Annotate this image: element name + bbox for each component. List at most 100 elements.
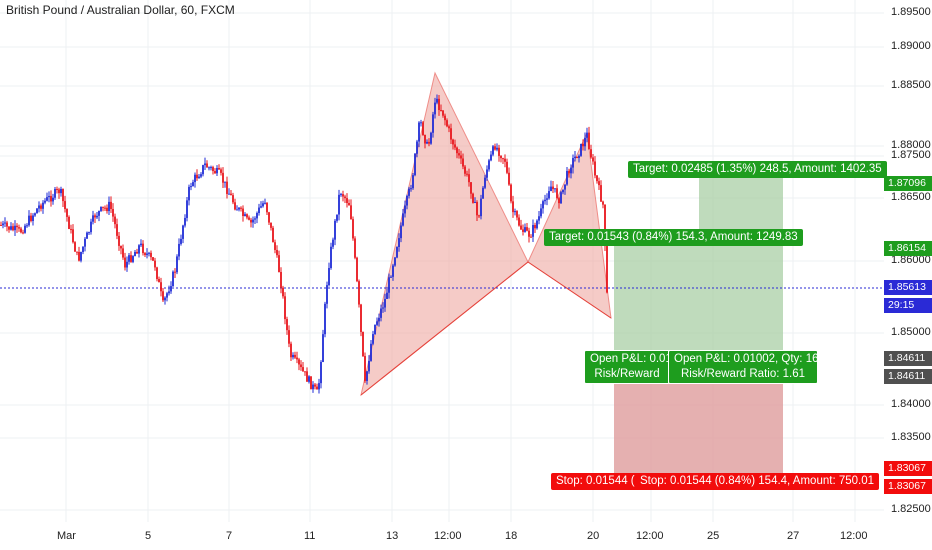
candle-body	[422, 122, 424, 135]
candle-body	[114, 216, 116, 225]
candle-body	[544, 199, 546, 202]
candle-body	[268, 212, 270, 223]
candle-body	[148, 252, 150, 254]
candle-body	[252, 219, 254, 223]
pnl-box-a[interactable]: Open P&L: 0.0100 Risk/Reward	[584, 350, 670, 384]
candle-body	[520, 225, 522, 230]
candle-body	[340, 194, 342, 196]
candle-body	[20, 228, 22, 233]
candle-body	[590, 149, 592, 158]
candle-body	[242, 208, 244, 216]
time-axis-label: 20	[587, 530, 600, 542]
candle-body	[134, 251, 136, 257]
candle-body	[128, 255, 130, 262]
candle-body	[594, 161, 596, 176]
candle-body	[318, 383, 320, 390]
time-axis-label: Mar	[57, 530, 76, 542]
candle-body	[22, 232, 24, 234]
target1-price-tag: 1.86154	[884, 241, 932, 256]
price-axis[interactable]	[884, 0, 932, 522]
candle-body	[184, 217, 186, 226]
stop-label-a[interactable]: Stop: 0.01544 (0.	[551, 473, 639, 490]
candle-body	[160, 282, 162, 292]
candle-body	[212, 167, 214, 172]
candle-body	[300, 364, 302, 368]
candle-body	[54, 188, 56, 198]
candle-body	[406, 195, 408, 206]
candle-body	[16, 225, 18, 228]
pnl-box-b[interactable]: Open P&L: 0.01002, Qty: 16191 Risk/Rewar…	[668, 350, 818, 384]
candle-body	[82, 246, 84, 252]
pnl-b-line2: Risk/Reward Ratio: 1.61	[681, 368, 805, 380]
candle-body	[476, 202, 478, 216]
pnl-a-line1: Open P&L: 0.0100	[590, 353, 669, 365]
candle-body	[458, 153, 460, 156]
candle-body	[262, 203, 264, 207]
candle-body	[424, 134, 426, 144]
candle-body	[416, 141, 418, 154]
candle-body	[558, 198, 560, 204]
candle-body	[0, 225, 2, 226]
candle-body	[446, 120, 448, 127]
stop-label-b[interactable]: Stop: 0.01544 (0.84%) 154.4, Amount: 750…	[635, 473, 880, 490]
candle-body	[272, 227, 274, 243]
candle-body	[602, 201, 604, 205]
stop-price-tag-b: 1.83067	[884, 479, 932, 494]
candle-body	[208, 167, 210, 169]
time-axis[interactable]	[0, 522, 884, 550]
candle-body	[98, 210, 100, 216]
candle-body	[430, 132, 432, 144]
candle-body	[216, 168, 218, 174]
candle-body	[390, 276, 392, 278]
candle-body	[568, 170, 570, 174]
candle-body	[478, 215, 480, 217]
candle-body	[490, 154, 492, 161]
candle-body	[316, 386, 318, 390]
candle-body	[546, 198, 548, 200]
target-label-short[interactable]: Target: 0.01543 (0.84%) 154.3, Amount: 1…	[544, 229, 803, 246]
entry-price-tag-a: 1.84611	[884, 351, 932, 366]
chart-canvas[interactable]	[0, 0, 884, 522]
candle-body	[370, 343, 372, 361]
candle-body	[382, 307, 384, 309]
candle-body	[378, 317, 380, 322]
candle-body	[360, 304, 362, 332]
candle-body	[122, 248, 124, 258]
candle-body	[40, 205, 42, 209]
candle-body	[44, 200, 46, 203]
candle-body	[284, 296, 286, 320]
price-tick-label: 1.83500	[891, 431, 931, 443]
profit-zone-long[interactable]	[699, 178, 783, 360]
harmonic-pattern[interactable]	[360, 71, 612, 397]
candle-body	[86, 232, 88, 239]
target2-price-tag: 1.87096	[884, 176, 932, 191]
candle-body	[488, 160, 490, 170]
candle-body	[302, 367, 304, 372]
candle-body	[288, 330, 290, 344]
candle-body	[342, 194, 344, 197]
candle-body	[220, 169, 222, 173]
candle-body	[486, 169, 488, 178]
candle-body	[126, 261, 128, 268]
candle-body	[564, 184, 566, 190]
candle-body	[522, 229, 524, 232]
candle-body	[456, 147, 458, 154]
price-tick-label: 1.89000	[891, 40, 931, 52]
candle-body	[346, 198, 348, 204]
candle-body	[472, 193, 474, 203]
candle-body	[528, 230, 530, 237]
countdown-tag: 29:15	[884, 298, 932, 313]
candle-body	[432, 114, 434, 133]
candle-body	[104, 207, 106, 209]
target-label-long[interactable]: Target: 0.02485 (1.35%) 248.5, Amount: 1…	[628, 161, 887, 178]
candle-body	[372, 334, 374, 344]
candle-body	[438, 98, 440, 111]
candle-body	[30, 215, 32, 221]
candle-body	[34, 213, 36, 216]
candle-body	[84, 238, 86, 247]
candle-body	[570, 167, 572, 174]
price-tick-label: 1.89500	[891, 6, 931, 18]
candle-body	[574, 156, 576, 159]
profit-zone-short[interactable]	[614, 246, 699, 360]
candle-body	[88, 232, 90, 234]
